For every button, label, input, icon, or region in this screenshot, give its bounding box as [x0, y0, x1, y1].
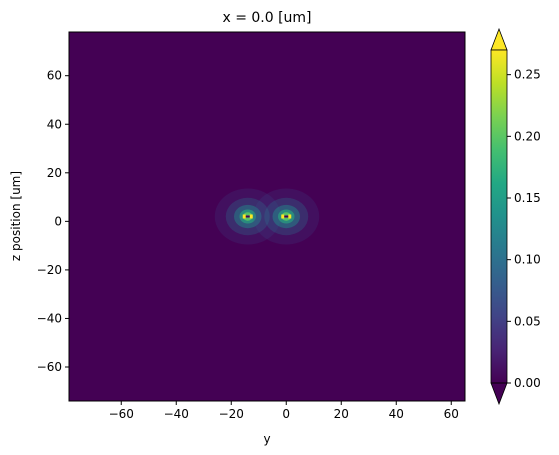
colorbar-tick-label: 0.15	[514, 191, 541, 205]
y-tick-label: −40	[37, 311, 62, 325]
hotspot-2	[253, 188, 320, 245]
x-axis-label: y	[263, 432, 270, 446]
conductor-core	[284, 215, 289, 218]
colorbar-ticks: 0.00 0.05 0.10 0.15 0.20 0.25	[507, 68, 541, 390]
colorbar: 0.00 0.05 0.10 0.15 0.20 0.25	[490, 27, 541, 406]
y-tick-label: 0	[54, 214, 62, 228]
chart-title: x = 0.0 [um]	[222, 10, 311, 26]
peak-right	[288, 214, 292, 219]
colorbar-tick-label: 0.10	[514, 253, 541, 267]
y-axis-label: z position [um]	[9, 171, 23, 261]
heatmap-plot-area	[68, 31, 466, 402]
y-tick-label: 40	[47, 117, 62, 131]
colorbar-extend-min	[490, 382, 508, 406]
plot-frame	[68, 31, 466, 402]
peak-left	[281, 214, 285, 219]
y-tick-label: 60	[47, 69, 62, 83]
y-tick-label: 20	[47, 166, 62, 180]
x-tick-label: −60	[109, 407, 134, 421]
heatmap-background	[69, 32, 465, 401]
x-tick-label: −40	[164, 407, 189, 421]
x-axis: −60 −40 −20 0 20 40 60	[109, 401, 459, 421]
y-axis: −60 −40 −20 0 20 40 60	[37, 69, 69, 374]
colorbar-tick-label: 0.00	[514, 376, 541, 390]
x-tick-label: −20	[219, 407, 244, 421]
x-tick-label: 20	[334, 407, 349, 421]
x-tick-label: 40	[389, 407, 404, 421]
x-tick-label: 0	[282, 407, 290, 421]
colorbar-gradient	[491, 50, 507, 383]
conductor-core	[245, 215, 250, 218]
colorbar-extend-max	[490, 27, 508, 51]
field-layer	[214, 188, 320, 245]
y-tick-label: −60	[37, 360, 62, 374]
colorbar-tick-label: 0.25	[514, 68, 541, 82]
hotspot-1	[214, 188, 281, 245]
x-tick-label: 60	[444, 407, 459, 421]
colorbar-tick-label: 0.05	[514, 314, 541, 328]
colorbar-frame	[490, 49, 508, 384]
colorbar-tick-label: 0.20	[514, 129, 541, 143]
peak-left	[242, 214, 246, 219]
y-tick-label: −20	[37, 263, 62, 277]
peak-right	[249, 214, 253, 219]
